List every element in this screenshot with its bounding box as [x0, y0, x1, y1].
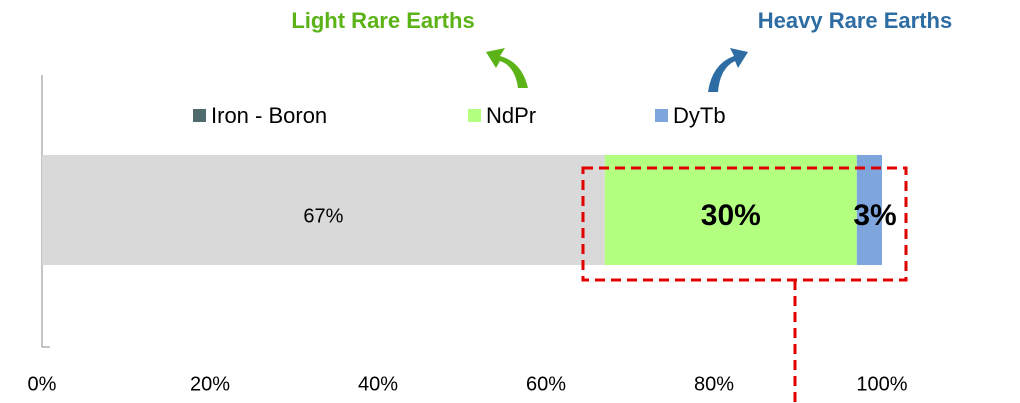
legend-label: DyTb	[673, 103, 726, 128]
arrow	[708, 48, 748, 92]
legend-swatch	[655, 109, 668, 122]
bar-segment	[856, 155, 882, 265]
data-label: 67%	[303, 205, 343, 227]
arrow	[486, 48, 528, 88]
legend-swatch	[468, 109, 481, 122]
x-tick-label: 100%	[856, 373, 907, 395]
highlight-box	[581, 166, 908, 282]
legend-swatch	[193, 109, 206, 122]
x-tick-label: 20%	[190, 373, 230, 395]
legend-label: NdPr	[486, 103, 536, 128]
x-tick-label: 80%	[694, 373, 734, 395]
annotation: Heavy Rare Earths	[758, 8, 952, 33]
x-tick-label: 60%	[526, 373, 566, 395]
annotation: Light Rare Earths	[291, 8, 474, 33]
x-tick-label: 40%	[358, 373, 398, 395]
bar-segment	[42, 155, 605, 265]
legend-label: Iron - Boron	[211, 103, 327, 128]
data-label: 30%	[701, 199, 761, 232]
x-tick-label: 0%	[28, 373, 57, 395]
data-label: 3%	[853, 199, 896, 232]
bar-segment	[604, 155, 857, 265]
